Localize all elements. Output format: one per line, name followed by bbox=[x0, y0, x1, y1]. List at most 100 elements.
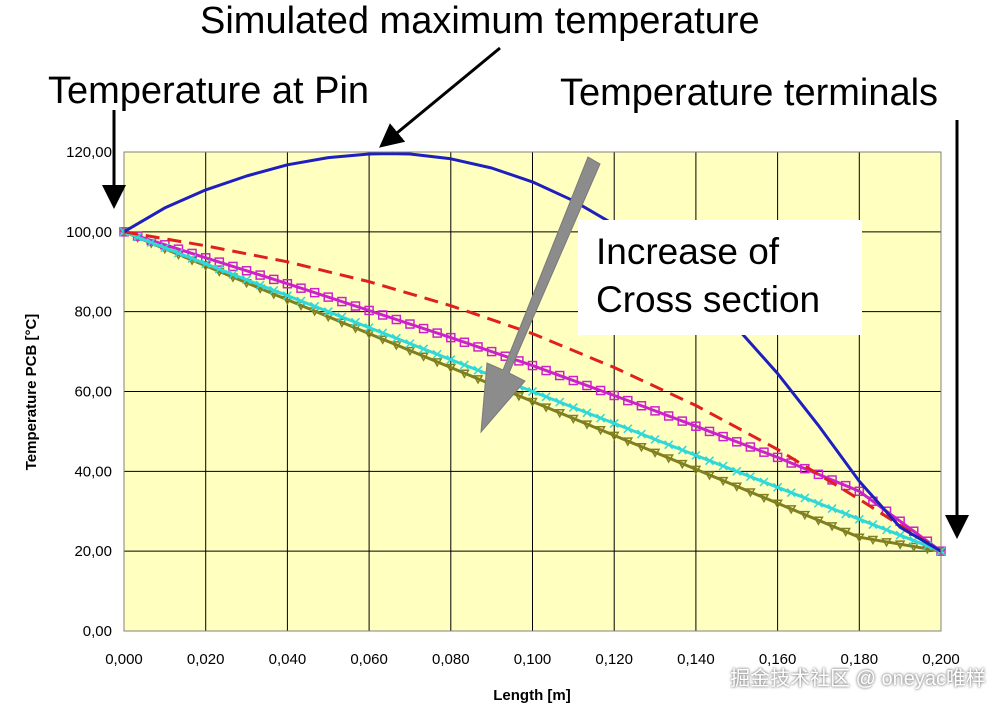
marker-olive-42 bbox=[690, 465, 702, 475]
marker-cyan-57 bbox=[895, 530, 905, 540]
marker-magenta-12 bbox=[282, 278, 293, 289]
marker-magenta-43 bbox=[704, 426, 715, 437]
marker-cyan-30 bbox=[527, 386, 538, 397]
marker-cyan-12 bbox=[282, 291, 292, 301]
marker-cyan-19 bbox=[378, 328, 388, 338]
y-tick-label-1: 20,00 bbox=[74, 543, 112, 560]
callout-line-2: Cross section bbox=[596, 279, 821, 320]
marker-cyan-6 bbox=[201, 259, 211, 269]
marker-magenta-20 bbox=[391, 314, 402, 325]
marker-magenta-26 bbox=[473, 342, 483, 352]
x-tick-label-4: 0,080 bbox=[432, 651, 470, 668]
marker-olive-14 bbox=[309, 307, 320, 317]
watermark: 掘金技术社区 @ oneyac唯样 bbox=[730, 668, 986, 690]
marker-magenta-24 bbox=[446, 332, 456, 343]
x-tick-label-2: 0,040 bbox=[269, 651, 307, 668]
marker-olive-20 bbox=[391, 341, 402, 351]
marker-magenta-48 bbox=[772, 452, 783, 463]
marker-magenta-30 bbox=[527, 360, 538, 371]
marker-magenta-9 bbox=[241, 266, 252, 276]
series-olive bbox=[118, 228, 947, 557]
x-tick-label-6: 0,120 bbox=[595, 651, 633, 668]
marker-cyan-34 bbox=[582, 408, 592, 418]
callout-line-1: Increase of bbox=[596, 231, 780, 272]
series-layer bbox=[118, 152, 947, 557]
terminals-temperature-label: Temperature terminals bbox=[560, 72, 939, 114]
marker-cyan-8 bbox=[228, 269, 238, 279]
marker-cyan-9 bbox=[242, 275, 252, 285]
marker-olive-54 bbox=[854, 533, 865, 543]
marker-magenta-18 bbox=[364, 305, 374, 316]
marker-cyan-32 bbox=[555, 397, 565, 407]
marker-olive-47 bbox=[758, 493, 770, 504]
marker-cyan-17 bbox=[350, 317, 361, 327]
marker-cyan-35 bbox=[596, 413, 606, 423]
marker-olive-56 bbox=[881, 538, 892, 548]
marker-magenta-46 bbox=[745, 442, 756, 452]
x-tick-label-8: 0,160 bbox=[759, 651, 797, 668]
x-tick-label-3: 0,060 bbox=[350, 651, 388, 668]
marker-cyan-16 bbox=[337, 312, 347, 322]
marker-cyan-10 bbox=[255, 280, 265, 290]
plot-frame bbox=[123, 151, 942, 632]
marker-cyan-56 bbox=[882, 525, 892, 535]
marker-magenta-15 bbox=[323, 292, 333, 302]
marker-olive-46 bbox=[745, 488, 756, 498]
marker-cyan-11 bbox=[269, 285, 279, 295]
cross-section-callout: Increase of Cross section bbox=[578, 220, 862, 335]
pin-temperature-label: Temperature at Pin bbox=[48, 70, 370, 112]
marker-olive-23 bbox=[431, 358, 443, 368]
marker-magenta-47 bbox=[759, 447, 769, 457]
x-tick-labels: 0,000 0,020 0,040 0,060 0,080 0,100 0,120 0,140… bbox=[105, 651, 960, 668]
marker-olive-18 bbox=[363, 329, 375, 340]
marker-cyan-43 bbox=[704, 456, 715, 466]
marker-cyan-53 bbox=[841, 509, 851, 519]
marker-cyan-46 bbox=[745, 472, 755, 482]
series-line-red-dashed bbox=[123, 230, 942, 553]
series-line-blue bbox=[123, 152, 942, 553]
marker-magenta-33 bbox=[568, 375, 579, 386]
marker-magenta-44 bbox=[718, 431, 728, 442]
marker-olive-22 bbox=[418, 352, 429, 362]
y-tick-label-2: 40,00 bbox=[74, 463, 112, 480]
marker-olive-57 bbox=[894, 540, 906, 550]
marker-magenta-17 bbox=[350, 301, 361, 311]
marker-olive-45 bbox=[731, 482, 743, 492]
marker-magenta-54 bbox=[854, 486, 865, 497]
marker-cyan-24 bbox=[446, 355, 456, 365]
marker-magenta-19 bbox=[377, 310, 388, 320]
marker-olive-55 bbox=[867, 535, 879, 546]
marker-cyan-26 bbox=[473, 365, 483, 375]
marker-cyan-47 bbox=[759, 477, 769, 487]
marker-cyan-4 bbox=[173, 248, 183, 258]
x-tick-label-0: 0,000 bbox=[105, 651, 143, 668]
y-axis-label: Temperature PCB [°C] bbox=[23, 314, 40, 471]
marker-olive-41 bbox=[676, 459, 688, 470]
marker-magenta-37 bbox=[623, 395, 633, 406]
marker-olive-58 bbox=[908, 542, 920, 553]
marker-cyan-38 bbox=[636, 429, 646, 439]
marker-cyan-5 bbox=[187, 253, 197, 263]
marker-cyan-36 bbox=[609, 418, 619, 428]
marker-cyan-23 bbox=[432, 349, 442, 359]
y-tick-label-3: 60,00 bbox=[74, 384, 112, 401]
marker-olive-33 bbox=[568, 414, 579, 424]
marker-olive-16 bbox=[336, 318, 348, 328]
x-tick-label-10: 0,200 bbox=[922, 651, 960, 668]
marker-olive-29 bbox=[513, 392, 525, 402]
max-temp-arrow bbox=[379, 46, 501, 148]
marker-magenta-23 bbox=[432, 328, 442, 338]
x-tick-label-1: 0,020 bbox=[187, 651, 225, 668]
series-blue bbox=[123, 152, 942, 553]
marker-olive-50 bbox=[799, 510, 811, 521]
marker-magenta-40 bbox=[663, 411, 674, 421]
marker-magenta-22 bbox=[418, 323, 429, 334]
marker-olive-35 bbox=[595, 426, 606, 436]
series-line-olive bbox=[123, 230, 942, 553]
marker-olive-24 bbox=[445, 363, 457, 374]
marker-olive-39 bbox=[649, 448, 661, 458]
marker-magenta-11 bbox=[269, 274, 279, 285]
marker-olive-32 bbox=[554, 409, 566, 419]
marker-cyan-31 bbox=[541, 392, 551, 402]
marker-cyan-7 bbox=[214, 264, 224, 274]
